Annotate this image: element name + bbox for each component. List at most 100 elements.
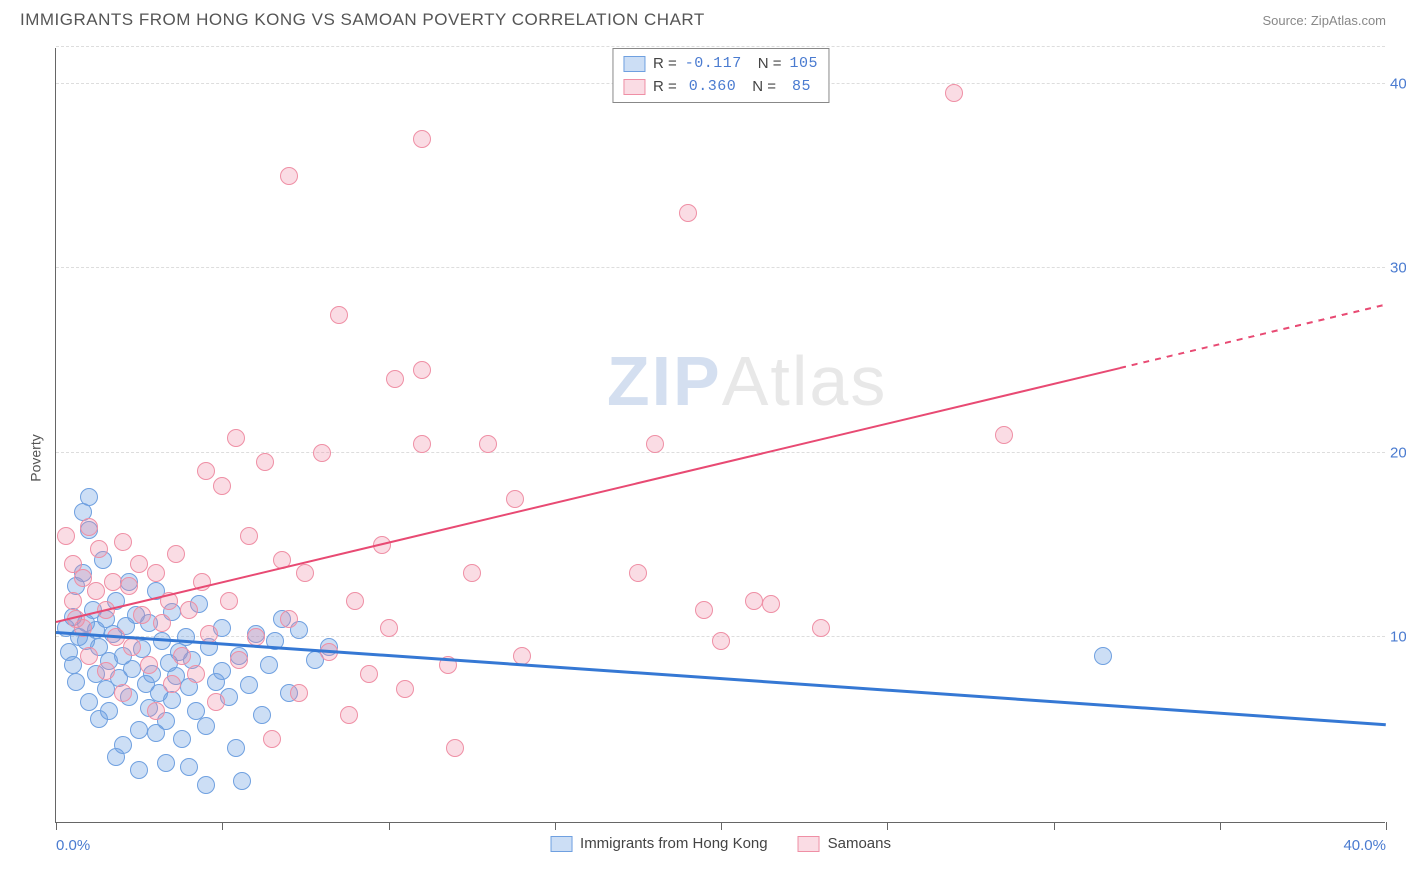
data-point [233,772,251,790]
data-point [213,662,231,680]
data-point [173,730,191,748]
data-point [995,426,1013,444]
gridline [56,452,1385,453]
data-point [133,606,151,624]
data-point [173,647,191,665]
data-point [187,665,205,683]
data-point [130,721,148,739]
data-point [180,601,198,619]
gridline [56,267,1385,268]
x-tick [1220,822,1221,830]
x-tick [389,822,390,830]
data-point [123,660,141,678]
data-point [97,662,115,680]
data-point [346,592,364,610]
data-point [123,638,141,656]
data-point [313,444,331,462]
data-point [646,435,664,453]
data-point [413,361,431,379]
x-tick-label: 0.0% [56,837,90,854]
data-point [80,488,98,506]
x-tick [56,822,57,830]
data-point [330,306,348,324]
data-point [256,453,274,471]
data-point [167,545,185,563]
data-point [80,693,98,711]
y-tick-label: 20.0% [1390,444,1406,461]
x-tick [1386,822,1387,830]
data-point [360,665,378,683]
data-point [479,435,497,453]
data-point [290,684,308,702]
trendline [1120,303,1386,368]
watermark: ZIPAtlas [607,341,888,421]
data-point [280,167,298,185]
data-point [67,673,85,691]
data-point [227,739,245,757]
data-point [413,435,431,453]
chart-title: IMMIGRANTS FROM HONG KONG VS SAMOAN POVE… [20,10,705,30]
data-point [340,706,358,724]
data-point [90,540,108,558]
data-point [100,702,118,720]
data-point [130,761,148,779]
data-point [386,370,404,388]
x-tick [721,822,722,830]
data-point [80,647,98,665]
data-point [945,84,963,102]
data-point [396,680,414,698]
source-attribution: Source: ZipAtlas.com [1262,13,1386,28]
data-point [197,776,215,794]
gridline [56,46,1385,47]
header: IMMIGRANTS FROM HONG KONG VS SAMOAN POVE… [0,0,1406,38]
data-point [263,730,281,748]
data-point [180,758,198,776]
data-point [163,675,181,693]
legend-swatch-samoan-icon [798,836,820,852]
data-point [64,656,82,674]
data-point [163,691,181,709]
data-point [114,736,132,754]
data-point [446,739,464,757]
data-point [104,573,122,591]
data-point [695,601,713,619]
legend-item-hk: Immigrants from Hong Kong [550,835,768,852]
x-tick-label: 40.0% [1343,837,1386,854]
data-point [413,130,431,148]
data-point [812,619,830,637]
trendline [56,367,1120,623]
y-tick-label: 10.0% [1390,629,1406,646]
data-point [197,462,215,480]
y-tick-label: 30.0% [1390,260,1406,277]
data-point [712,632,730,650]
legend-item-samoan: Samoans [798,835,891,852]
data-point [57,527,75,545]
data-point [147,564,165,582]
chart-container: Poverty ZIPAtlas R = -0.117 N = 105 R = … [0,38,1406,878]
data-point [220,592,238,610]
correlation-legend: R = -0.117 N = 105 R = 0.360 N = 85 [612,48,829,103]
data-point [157,754,175,772]
data-point [197,717,215,735]
legend-swatch-hk-icon [550,836,572,852]
data-point [177,628,195,646]
data-point [213,477,231,495]
data-point [130,555,148,573]
x-tick [555,822,556,830]
data-point [87,582,105,600]
legend-swatch-samoan [623,79,645,95]
data-point [463,564,481,582]
data-point [114,533,132,551]
data-point [120,577,138,595]
data-point [114,684,132,702]
data-point [153,614,171,632]
data-point [227,429,245,447]
data-point [380,619,398,637]
data-point [506,490,524,508]
data-point [629,564,647,582]
y-tick-label: 40.0% [1390,75,1406,92]
x-tick [887,822,888,830]
data-point [147,702,165,720]
y-axis-label: Poverty [28,434,44,481]
data-point [207,693,225,711]
